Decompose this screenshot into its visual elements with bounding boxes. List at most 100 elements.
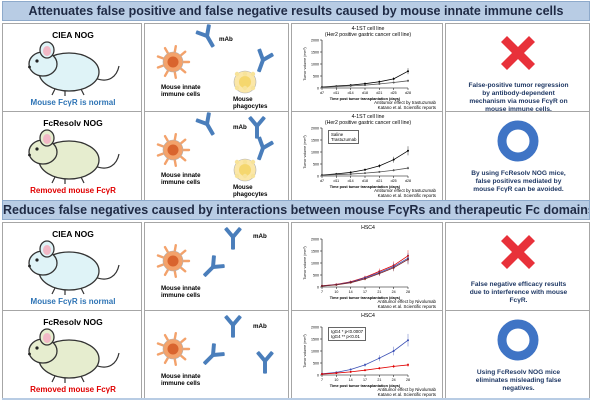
mouse-cell: FcResolv NOG Removed mouse FcγR — [2, 111, 142, 202]
circle-icon — [497, 319, 539, 361]
y-tick-label: 1000 — [311, 150, 319, 154]
y-tick-label: 2000 — [311, 237, 319, 241]
data-point — [392, 365, 395, 368]
result-description: False-positive tumor regression by antib… — [468, 82, 569, 113]
y-tick-label: 500 — [313, 162, 319, 166]
x-tick-label: 7 — [321, 290, 323, 294]
data-point — [392, 81, 395, 84]
mechanism-cell: mAb Mouse innate immune cells Mouse phagoc… — [144, 111, 289, 202]
chart-cell: 4-1ST cell line (Her2 positive gastric c… — [291, 23, 443, 114]
citation: Antitumor effect by Nivolumab Katano et … — [377, 299, 437, 309]
series-line — [321, 255, 409, 287]
phagocyte-bleb — [242, 173, 248, 179]
data-point — [321, 86, 323, 89]
phagocytes-label: Mouse phagocytes — [233, 184, 268, 198]
result-description: By using FcResolv NOG mice, false positi… — [471, 170, 566, 193]
mechanism-cell: mAb Mouse innate immune cells Mouse phagoc… — [144, 23, 289, 114]
citation: Antitumor effect by Nivolumab Katano et … — [377, 387, 437, 397]
data-point — [321, 174, 323, 177]
data-point — [378, 82, 381, 85]
data-point — [335, 372, 338, 375]
antibody-icon — [203, 255, 225, 277]
antibody-icon — [248, 116, 266, 139]
mouse-strain-title: CIEA NOG — [52, 229, 94, 239]
fcgr-status-label: Mouse FcγR is normal — [30, 98, 116, 107]
innate-immune-cell — [156, 332, 191, 366]
legend-item: Trastuzumab — [331, 137, 357, 142]
x-tick-label: 28 — [406, 378, 410, 382]
mouse-strain-title: FcResolv NOG — [43, 317, 103, 327]
comparison-row: CIEA NOG Mouse FcγR is normal mAb Mouse inn… — [2, 23, 590, 114]
data-point — [349, 173, 352, 176]
antibody-icon — [224, 315, 242, 338]
cross-icon — [501, 36, 535, 70]
mechanism-cell: mAb Mouse innate immune cells — [144, 310, 289, 400]
phagocyte-bleb — [234, 85, 240, 91]
mouse-cell: CIEA NOG Mouse FcγR is normal — [2, 23, 142, 114]
innate-immune-cell — [156, 244, 191, 278]
data-point — [364, 168, 366, 171]
section-header: Attenuates false positive and false nega… — [2, 1, 590, 21]
series-line — [321, 259, 409, 287]
y-tick-label: 2000 — [311, 38, 319, 42]
data-point — [349, 171, 352, 174]
y-tick-label: 1500 — [311, 138, 319, 142]
chart-cell: HSC4 0 500 1000 1500 2000 7 10 14 17 21 24 28 Tumor v… — [291, 310, 443, 400]
phagocyte-bleb — [250, 71, 256, 77]
data-point — [407, 167, 409, 170]
comparison-row: FcResolv NOG Removed mouse FcγR mAb Mouse i… — [2, 310, 590, 400]
y-tick-label: 0 — [317, 174, 319, 178]
mab-label: mAb — [253, 233, 267, 240]
cross-icon — [501, 235, 535, 269]
data-point — [321, 373, 323, 376]
x-tick-label: 24 — [392, 290, 396, 294]
chart-title: 4-1ST cell line (Her2 positive gastric c… — [324, 26, 412, 38]
x-tick-label: d28 — [405, 91, 411, 95]
phagocyte-bleb — [250, 85, 256, 91]
x-tick-label: 24 — [392, 378, 396, 382]
data-point — [407, 339, 409, 342]
fcgr-status-label: Removed mouse FcγR — [30, 385, 116, 394]
chart-title: HSC4 — [361, 225, 375, 231]
data-point — [407, 363, 409, 366]
x-tick-label: 17 — [363, 378, 367, 382]
y-axis-label: Tumor volume (mm³) — [303, 47, 307, 80]
data-point — [349, 84, 352, 87]
series-line — [321, 150, 409, 176]
legend-item: IgG4 ** p<0.01 — [331, 334, 360, 339]
legend-item: Saline — [331, 132, 344, 137]
phagocyte-cell — [233, 70, 257, 94]
data-point — [364, 172, 366, 175]
x-tick-label: d25 — [391, 91, 397, 95]
chart-title: 4-1ST cell line (Her2 positive gastric c… — [324, 114, 412, 126]
innate-immune-cell — [156, 133, 191, 167]
data-point — [335, 85, 338, 88]
antibody-icon — [224, 227, 242, 250]
data-point — [378, 170, 381, 173]
x-tick-label: 17 — [363, 290, 367, 294]
mouse-strain-title: FcResolv NOG — [43, 118, 103, 128]
phagocyte-cell — [233, 158, 257, 182]
chart-legend: IgG4 * p<0.0007 IgG4 ** p<0.01 — [328, 327, 367, 341]
data-point — [392, 169, 395, 172]
mab-label: mAb — [219, 36, 233, 43]
phagocyte-bleb — [234, 159, 240, 165]
phagocyte-bleb — [242, 159, 248, 165]
x-tick-label: d18 — [362, 91, 368, 95]
y-axis-label: Tumor volume (mm³) — [303, 246, 307, 279]
y-tick-label: 1000 — [311, 261, 319, 265]
citation: Antitumor effect by trastuzumab Katano e… — [374, 188, 436, 198]
fcgr-status-label: Removed mouse FcγR — [30, 186, 116, 195]
data-point — [364, 277, 366, 280]
line-chart: 0 500 1000 1500 2000 7 10 14 17 21 24 28 Tumor volum… — [303, 237, 410, 300]
x-tick-label: d14 — [348, 91, 354, 95]
mouse-illustration — [28, 240, 120, 295]
chart-cell: 4-1ST cell line (Her2 positive gastric c… — [291, 111, 443, 202]
data-point — [392, 266, 395, 269]
data-point — [407, 79, 409, 82]
y-axis-label: Tumor volume (mm³) — [303, 334, 307, 367]
chart-cell: HSC4 0 500 1000 1500 2000 7 10 14 17 21 24 28 Tumor v… — [291, 222, 443, 313]
y-tick-label: 1000 — [311, 349, 319, 353]
data-point — [378, 80, 381, 83]
y-tick-label: 2000 — [311, 126, 319, 130]
